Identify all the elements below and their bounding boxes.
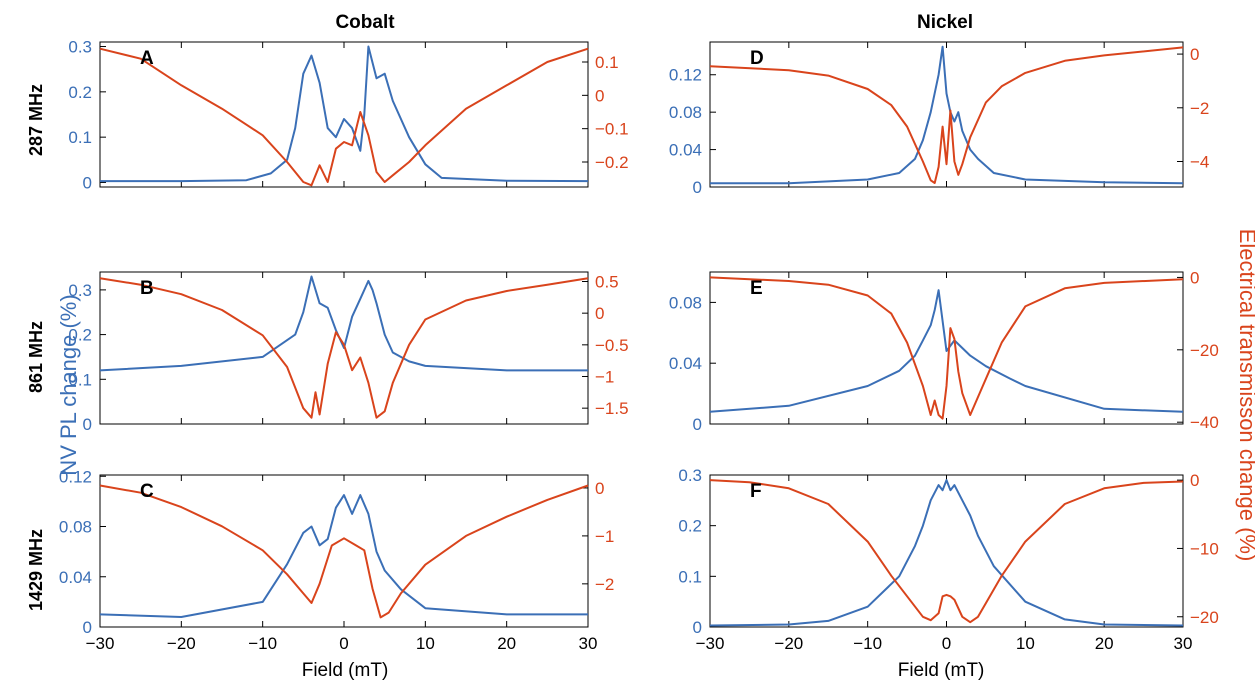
plot-frame xyxy=(99,474,589,628)
right-tick-label: −0.2 xyxy=(595,153,629,172)
right-axis-label: Electrical transmisson change (%) xyxy=(1235,229,1255,562)
left-tick-label: 0 xyxy=(83,173,92,192)
pl-change-line xyxy=(99,494,588,618)
left-axis-label: NV PL change (%) xyxy=(56,294,81,475)
right-tick-label: −2 xyxy=(1190,99,1209,118)
pl-change-line xyxy=(709,479,1184,627)
right-tick-label: −2 xyxy=(595,575,614,594)
left-tick-label: 0 xyxy=(693,618,702,637)
x-tick-label: −30 xyxy=(696,634,725,653)
x-tick-label: −30 xyxy=(86,634,115,653)
plot-frame xyxy=(709,474,1184,628)
x-tick-label: −10 xyxy=(853,634,882,653)
right-tick-label: 0 xyxy=(1190,471,1199,490)
left-tick-label: 0 xyxy=(83,618,92,637)
transmission-line xyxy=(99,47,589,187)
transmission-line xyxy=(709,46,1184,184)
x-tick-label: 0 xyxy=(339,634,348,653)
right-tick-label: 0 xyxy=(595,479,604,498)
left-tick-label: 0.04 xyxy=(669,141,702,160)
transmission-line xyxy=(709,479,1184,624)
x-tick-label: −20 xyxy=(774,634,803,653)
x-axis-label-cobalt: Field (mT) xyxy=(302,660,389,681)
panel-a: 0 0.1 0.2 0.3 −0.2 −0.1 0 0.1 A xyxy=(68,38,628,193)
panel-label: B xyxy=(140,278,154,299)
transmission-line xyxy=(99,277,589,419)
right-tick-label: 0 xyxy=(595,304,604,323)
left-tick-label: 0.3 xyxy=(678,466,702,485)
right-tick-label: −40 xyxy=(1190,413,1219,432)
panel-label: F xyxy=(750,481,762,502)
left-tick-label: 0.2 xyxy=(68,326,92,345)
panel-f: 00.10.20.3−20−100−30 −20 −10 0 10 20 30F xyxy=(678,466,1218,653)
transmission-line xyxy=(709,276,1184,420)
left-tick-label: 0.3 xyxy=(68,38,92,57)
pl-change-line xyxy=(100,45,589,183)
x-tick-label: −20 xyxy=(167,634,196,653)
column-title-cobalt: Cobalt xyxy=(335,12,395,33)
right-tick-label: −0.1 xyxy=(595,120,629,139)
row-label-861: 861 MHz xyxy=(26,321,46,393)
right-tick-label: 0 xyxy=(1190,268,1199,287)
transmission-line xyxy=(99,484,589,619)
x-tick-label: 30 xyxy=(1174,634,1193,653)
row-label-287: 287 MHz xyxy=(26,84,46,156)
right-tick-label: −0.5 xyxy=(595,336,629,355)
pl-change-line xyxy=(709,289,1184,413)
panel-label: C xyxy=(140,481,154,502)
right-tick-label: 0 xyxy=(1190,45,1199,64)
x-tick-label: 20 xyxy=(497,634,516,653)
panel-label: E xyxy=(750,278,763,299)
x-tick-label: 10 xyxy=(1016,634,1035,653)
left-tick-label: 0.04 xyxy=(59,568,92,587)
x-tick-label: 0 xyxy=(942,634,951,653)
panel-label: A xyxy=(140,48,154,69)
right-tick-label: −1 xyxy=(595,368,614,387)
panel-b: 0 0.1 0.2 0.3 −1.5 −1 −0.5 0 0.5 B xyxy=(68,271,629,434)
row-label-1429: 1429 MHz xyxy=(26,529,46,611)
x-axis-label-nickel: Field (mT) xyxy=(898,660,985,681)
pl-change-line xyxy=(710,45,1184,185)
x-tick-label: 20 xyxy=(1095,634,1114,653)
left-tick-label: 0.3 xyxy=(68,281,92,300)
panel-c: 00.040.080.12−2−10−30 −20 −10 0 10 20 30C xyxy=(59,467,614,653)
left-tick-label: 0.08 xyxy=(669,293,702,312)
panel-label: D xyxy=(750,48,764,69)
panel-d: 0 0.04 0.08 0.12 −4 −2 0 D xyxy=(669,41,1209,197)
right-tick-label: 0.1 xyxy=(595,53,619,72)
left-tick-label: 0.1 xyxy=(678,567,702,586)
left-tick-label: 0 xyxy=(83,415,92,434)
right-tick-label: −1.5 xyxy=(595,399,629,418)
plot-frame xyxy=(709,41,1184,188)
x-tick-label: 10 xyxy=(416,634,435,653)
right-tick-label: −10 xyxy=(1190,539,1219,558)
x-tick-label: 30 xyxy=(579,634,598,653)
panels: 0 0.1 0.2 0.3 −0.2 −0.1 0 0.1 A 0 0.1 0.2 0.3 −1.5 −1 −… xyxy=(59,38,1219,653)
right-tick-label: 0 xyxy=(595,86,604,105)
right-tick-label: 0.5 xyxy=(595,273,619,292)
left-tick-label: 0.12 xyxy=(669,66,702,85)
left-tick-label: 0.1 xyxy=(68,370,92,389)
left-tick-label: 0.12 xyxy=(59,467,92,486)
panel-e: 0 0.04 0.08 −40 −20 0 E xyxy=(669,268,1219,434)
left-tick-label: 0 xyxy=(693,415,702,434)
column-title-nickel: Nickel xyxy=(917,12,973,33)
right-tick-label: −1 xyxy=(595,527,614,546)
left-tick-label: 0.04 xyxy=(669,354,702,373)
plot-frame xyxy=(99,41,589,188)
left-tick-label: 0.2 xyxy=(68,83,92,102)
left-tick-label: 0.2 xyxy=(678,517,702,536)
left-tick-label: 0.08 xyxy=(59,518,92,537)
right-tick-label: −4 xyxy=(1190,152,1209,171)
x-tick-label: −10 xyxy=(248,634,277,653)
right-tick-label: −20 xyxy=(1190,608,1219,627)
left-tick-label: 0.1 xyxy=(68,128,92,147)
left-tick-label: 0.08 xyxy=(669,103,702,122)
right-tick-label: −20 xyxy=(1190,341,1219,360)
left-tick-label: 0 xyxy=(693,178,702,197)
